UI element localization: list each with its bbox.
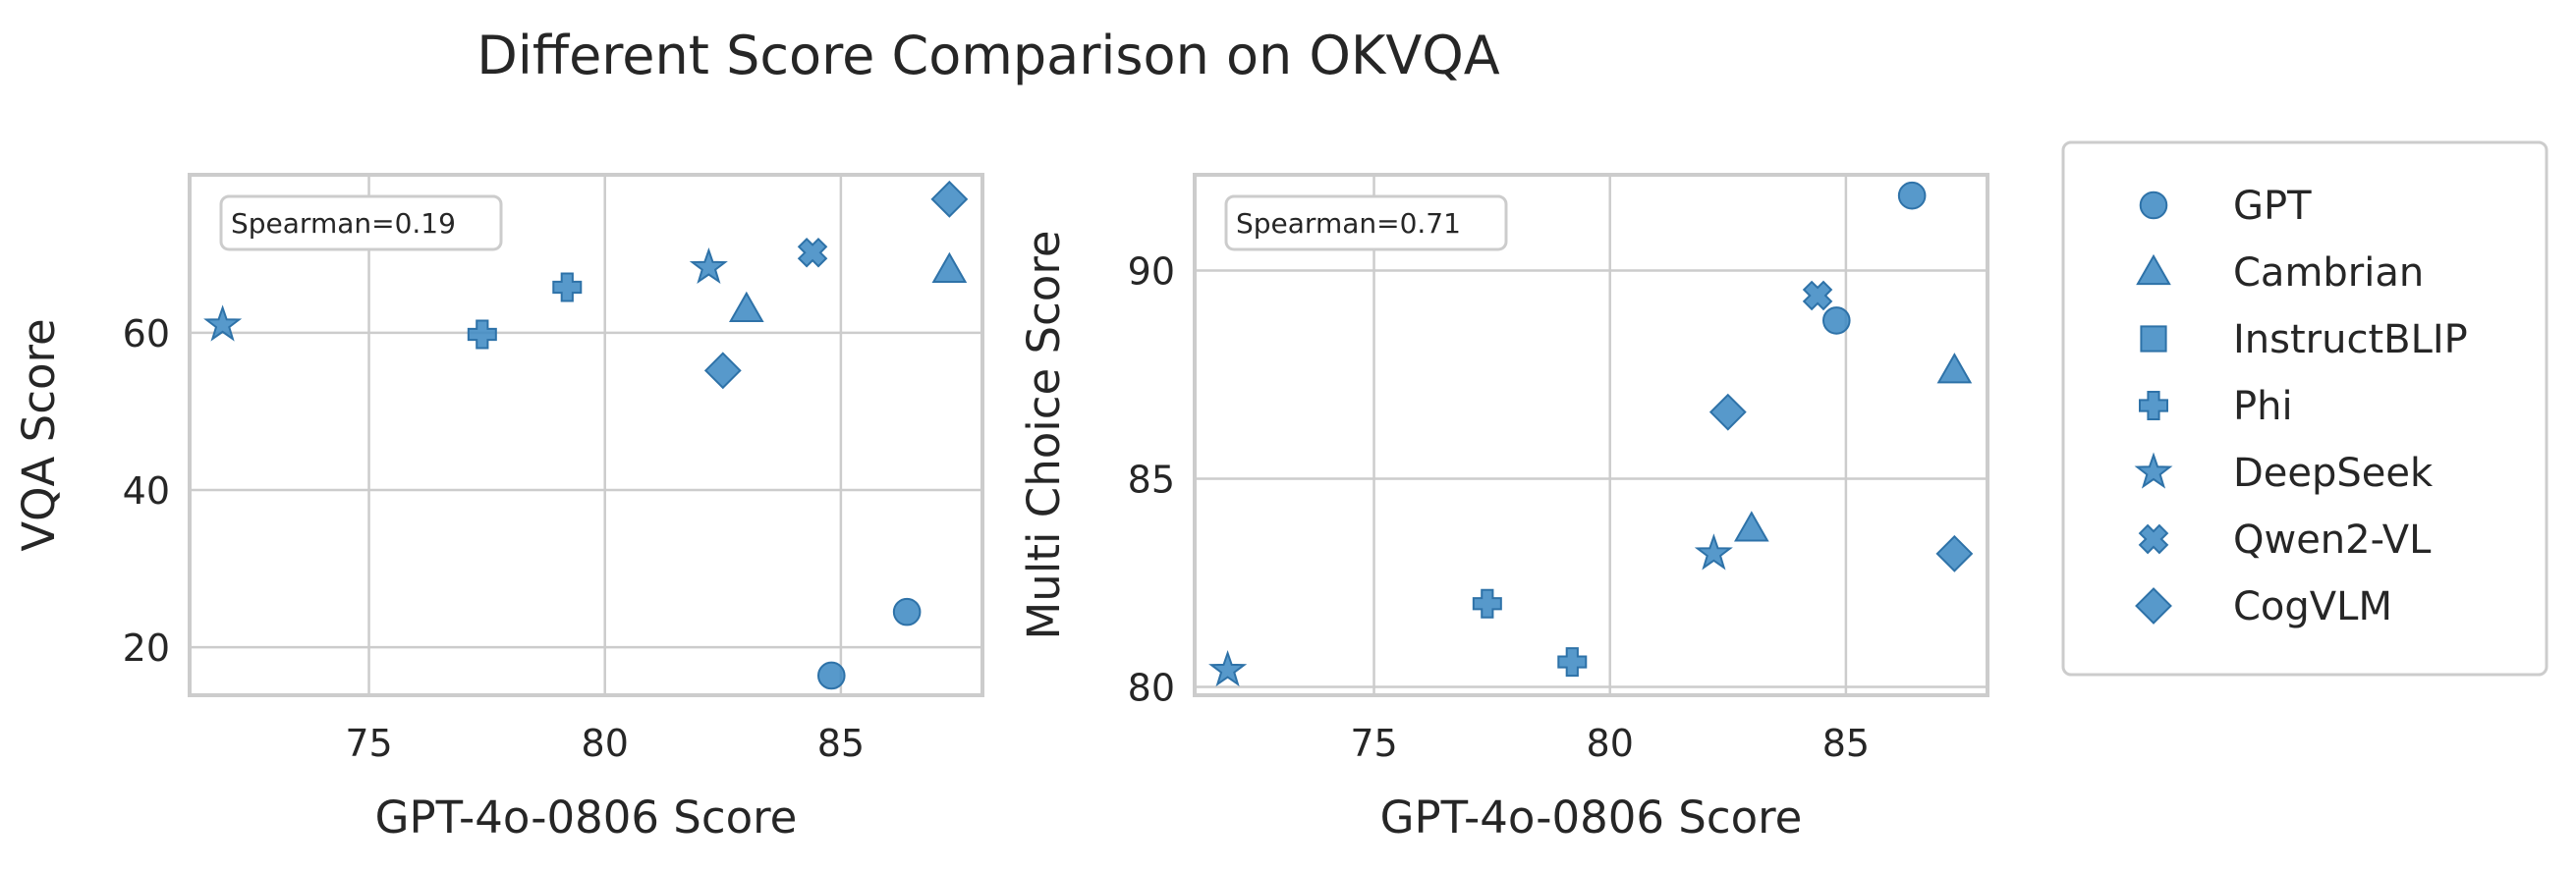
legend-label: CogVLM bbox=[2233, 584, 2392, 629]
legend-item-gpt: GPT bbox=[2139, 184, 2312, 229]
data-point-gpt bbox=[816, 661, 846, 690]
spearman-text: Spearman=0.71 bbox=[1236, 207, 1461, 240]
data-point-phi bbox=[1557, 647, 1588, 678]
x-axis-label: GPT-4o-0806 Score bbox=[1380, 791, 1803, 844]
legend-plus-icon bbox=[2139, 391, 2168, 420]
legend-diamond-icon bbox=[2135, 587, 2172, 625]
legend-x-icon bbox=[2138, 523, 2169, 555]
y-tick-label: 20 bbox=[123, 627, 170, 670]
spearman-text: Spearman=0.19 bbox=[231, 207, 456, 240]
spearman-annotation: Spearman=0.71 bbox=[1224, 194, 1508, 251]
x-tick-label: 80 bbox=[1587, 722, 1634, 765]
data-point-cogvlm bbox=[1708, 393, 1747, 431]
legend-label: InstructBLIP bbox=[2233, 317, 2468, 362]
legend-item-instructblip: InstructBLIP bbox=[2140, 317, 2468, 362]
legend-item-cambrian: Cambrian bbox=[2136, 250, 2424, 296]
legend-label: DeepSeek bbox=[2233, 451, 2434, 496]
x-tick-label: 75 bbox=[1350, 722, 1397, 765]
legend-frame bbox=[2061, 140, 2548, 677]
spearman-annotation: Spearman=0.19 bbox=[219, 194, 503, 251]
x-axis-label: GPT-4o-0806 Score bbox=[375, 791, 798, 844]
y-tick-label: 40 bbox=[123, 469, 170, 513]
plot-frame bbox=[188, 173, 984, 697]
x-tick-label: 85 bbox=[817, 722, 865, 765]
data-point-deepseek bbox=[1694, 533, 1733, 571]
annotation-box bbox=[1224, 194, 1508, 251]
legend-item-phi: Phi bbox=[2139, 384, 2293, 429]
data-point-cambrian bbox=[1936, 353, 1973, 384]
legend-label: GPT bbox=[2233, 184, 2312, 229]
y-tick-label: 85 bbox=[1128, 459, 1175, 502]
annotation-box bbox=[219, 194, 503, 251]
data-point-phi bbox=[552, 272, 583, 302]
data-point-phi bbox=[1472, 588, 1502, 619]
legend-label: Qwen2-VL bbox=[2233, 518, 2432, 563]
legend-label: Phi bbox=[2233, 384, 2293, 429]
data-point-cogvlm bbox=[703, 352, 742, 390]
y-axis-label: Multi Choice Score bbox=[1018, 230, 1070, 639]
legend-star-icon bbox=[2134, 452, 2173, 489]
data-point-deepseek bbox=[1208, 650, 1248, 687]
data-point-qwen2-vl bbox=[1802, 280, 1833, 311]
data-point-gpt bbox=[892, 597, 922, 627]
data-point-cambrian bbox=[728, 291, 764, 322]
data-point-cambrian bbox=[931, 251, 968, 283]
legend-triangle-icon bbox=[2136, 253, 2171, 286]
data-point-cogvlm bbox=[930, 180, 969, 218]
y-tick-label: 90 bbox=[1128, 250, 1175, 294]
data-point-qwen2-vl bbox=[797, 237, 828, 268]
y-tick-label: 60 bbox=[123, 312, 170, 355]
data-point-deepseek bbox=[203, 304, 243, 342]
legend-label: Cambrian bbox=[2233, 250, 2424, 296]
legend-square-icon bbox=[2140, 325, 2167, 353]
legend: GPT Cambrian InstructBLIP Phi DeepSeek Qwen2-… bbox=[2061, 140, 2548, 677]
x-tick-label: 80 bbox=[582, 722, 629, 765]
legend-item-qwen2-vl: Qwen2-VL bbox=[2138, 518, 2432, 563]
data-point-phi bbox=[467, 319, 497, 350]
data-point-cogvlm bbox=[1935, 534, 1974, 572]
data-point-gpt bbox=[1821, 306, 1851, 335]
y-axis-label: VQA Score bbox=[13, 318, 65, 551]
data-point-deepseek bbox=[689, 246, 728, 285]
legend-circle-icon bbox=[2139, 191, 2168, 220]
legend-item-cogvlm: CogVLM bbox=[2135, 584, 2392, 629]
multi-choice-score-panel: 75 80 85 80 85 90 GPT-4o-0806 Score Multi Choic… bbox=[1018, 173, 1989, 844]
data-point-cambrian bbox=[1733, 511, 1769, 542]
plot-frame bbox=[1193, 173, 1989, 697]
x-tick-label: 75 bbox=[345, 722, 392, 765]
x-tick-label: 85 bbox=[1822, 722, 1870, 765]
legend-item-deepseek: DeepSeek bbox=[2134, 451, 2434, 496]
vqa-score-panel: 75 80 85 20 40 60 GPT-4o-0806 Score VQA Score Sp… bbox=[13, 173, 984, 844]
y-tick-label: 80 bbox=[1128, 667, 1175, 710]
data-point-gpt bbox=[1897, 181, 1927, 210]
chart-title: Different Score Comparison on OKVQA bbox=[476, 25, 1499, 86]
